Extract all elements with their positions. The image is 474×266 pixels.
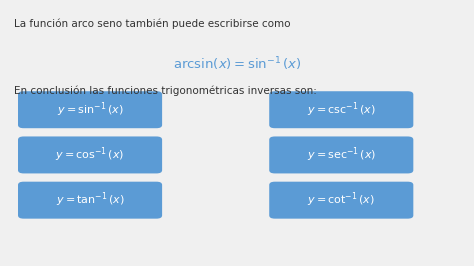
FancyBboxPatch shape <box>269 91 413 128</box>
FancyBboxPatch shape <box>18 136 162 173</box>
FancyBboxPatch shape <box>18 91 162 128</box>
Text: $y = \cos^{-1}(x)$: $y = \cos^{-1}(x)$ <box>55 146 125 164</box>
Text: $\mathrm{arcsin}(x) = \sin^{-1}(x)$: $\mathrm{arcsin}(x) = \sin^{-1}(x)$ <box>173 56 301 73</box>
Text: $y = \tan^{-1}(x)$: $y = \tan^{-1}(x)$ <box>55 191 125 209</box>
FancyBboxPatch shape <box>18 182 162 219</box>
Text: $y = \sec^{-1}(x)$: $y = \sec^{-1}(x)$ <box>307 146 376 164</box>
FancyBboxPatch shape <box>269 182 413 219</box>
Text: $y = \csc^{-1}(x)$: $y = \csc^{-1}(x)$ <box>307 101 375 119</box>
Text: La función arco seno también puede escribirse como: La función arco seno también puede escri… <box>14 19 291 29</box>
Text: $y = \cot^{-1}(x)$: $y = \cot^{-1}(x)$ <box>307 191 375 209</box>
FancyBboxPatch shape <box>269 136 413 173</box>
Text: $y = \sin^{-1}(x)$: $y = \sin^{-1}(x)$ <box>57 101 123 119</box>
Text: En conclusión las funciones trigonométricas inversas son:: En conclusión las funciones trigonométri… <box>14 85 317 95</box>
